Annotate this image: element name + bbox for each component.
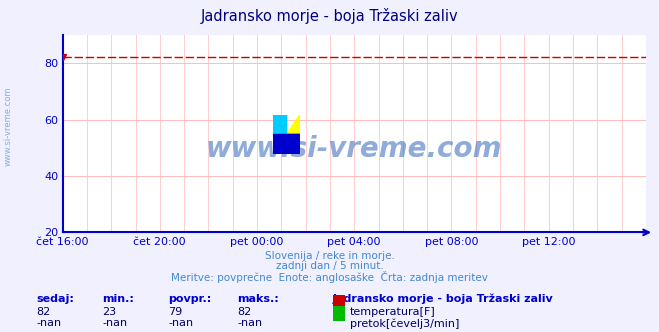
- Text: 23: 23: [102, 307, 116, 317]
- Text: Meritve: povprečne  Enote: anglosaške  Črta: zadnja meritev: Meritve: povprečne Enote: anglosaške Črt…: [171, 271, 488, 283]
- Text: min.:: min.:: [102, 294, 134, 304]
- Text: maks.:: maks.:: [237, 294, 279, 304]
- Text: Jadransko morje - boja Tržaski zaliv: Jadransko morje - boja Tržaski zaliv: [201, 8, 458, 24]
- Polygon shape: [287, 134, 300, 154]
- Text: sedaj:: sedaj:: [36, 294, 74, 304]
- Text: temperatura[F]: temperatura[F]: [350, 307, 436, 317]
- Polygon shape: [273, 115, 287, 154]
- Text: 79: 79: [168, 307, 183, 317]
- Text: -nan: -nan: [168, 318, 193, 328]
- Polygon shape: [287, 115, 300, 134]
- Text: Jadransko morje - boja Tržaski zaliv: Jadransko morje - boja Tržaski zaliv: [333, 294, 554, 304]
- Text: 82: 82: [237, 307, 252, 317]
- Text: -nan: -nan: [102, 318, 127, 328]
- Text: zadnji dan / 5 minut.: zadnji dan / 5 minut.: [275, 261, 384, 271]
- Text: -nan: -nan: [36, 318, 61, 328]
- Polygon shape: [273, 134, 300, 154]
- Text: www.si-vreme.com: www.si-vreme.com: [206, 135, 502, 163]
- Text: pretok[čevelj3/min]: pretok[čevelj3/min]: [350, 318, 459, 329]
- Text: Slovenija / reke in morje.: Slovenija / reke in morje.: [264, 251, 395, 261]
- Text: 82: 82: [36, 307, 51, 317]
- Text: -nan: -nan: [237, 318, 262, 328]
- Text: povpr.:: povpr.:: [168, 294, 212, 304]
- Text: www.si-vreme.com: www.si-vreme.com: [3, 86, 13, 166]
